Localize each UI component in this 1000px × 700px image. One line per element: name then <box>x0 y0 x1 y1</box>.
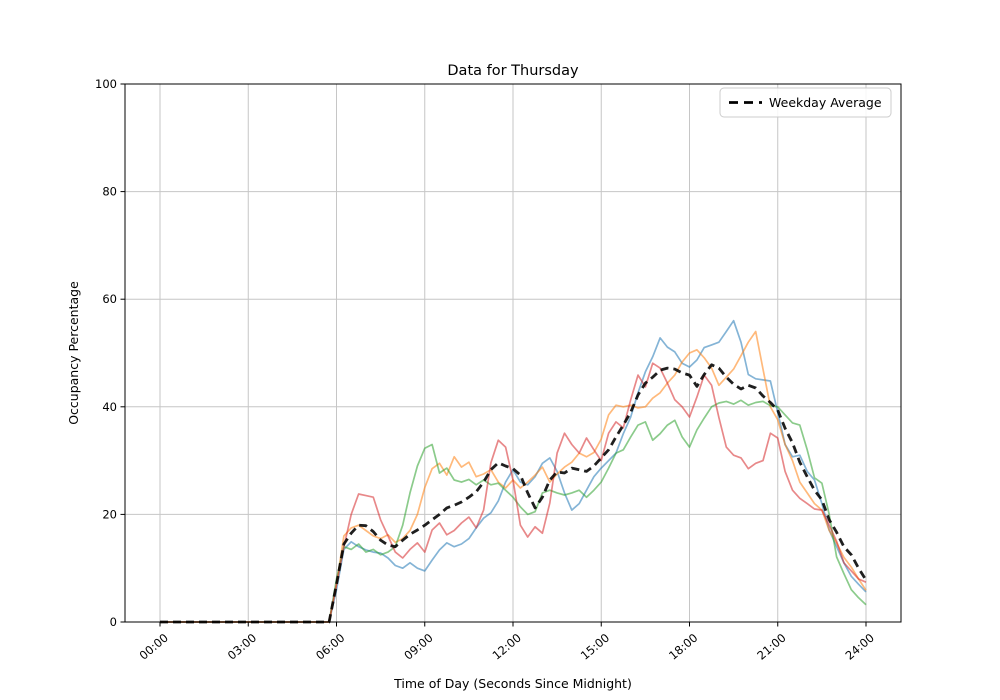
y-tick-label: 80 <box>102 185 117 199</box>
y-tick-label: 40 <box>102 400 117 414</box>
x-tick-label: 21:00 <box>754 631 788 663</box>
legend-frame <box>719 87 892 118</box>
x-tick-label: 09:00 <box>401 631 435 663</box>
legend-box: Weekday Average <box>719 87 892 118</box>
x-tick-label: 12:00 <box>490 631 524 663</box>
x-tick-label: 03:00 <box>225 631 259 663</box>
x-tick-labels: 00:00 03:00 06:00 09:00 12:00 15:00 18:00 21:00… <box>137 631 877 663</box>
x-tick-label: 00:00 <box>137 631 171 663</box>
y-tick-label: 60 <box>102 292 117 306</box>
x-grid-lines <box>159 84 867 622</box>
y-axis-label: Occupancy Percentage <box>66 281 81 425</box>
x-tick-marks <box>159 622 867 627</box>
y-tick-label: 100 <box>95 77 117 91</box>
y-tick-label: 0 <box>110 615 117 629</box>
y-tick-label: 20 <box>102 507 117 521</box>
x-axis-label: Time of Day (Seconds Since Midnight) <box>393 676 632 691</box>
x-tick-label: 24:00 <box>843 631 877 663</box>
chart-title: Data for Thursday <box>447 63 579 79</box>
x-tick-label: 18:00 <box>666 631 700 663</box>
x-tick-label: 15:00 <box>578 631 612 663</box>
legend-label: Weekday Average <box>769 95 882 110</box>
x-tick-label: 06:00 <box>313 631 347 663</box>
y-tick-marks <box>120 83 125 623</box>
y-tick-labels: 0 20 40 60 80 100 <box>95 77 117 629</box>
